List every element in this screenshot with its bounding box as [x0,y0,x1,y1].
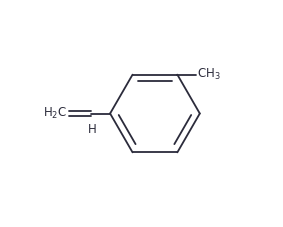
Text: H: H [88,123,97,136]
Text: H$_2$C: H$_2$C [43,106,68,121]
Text: CH$_3$: CH$_3$ [197,67,221,82]
